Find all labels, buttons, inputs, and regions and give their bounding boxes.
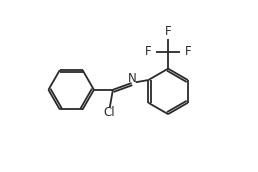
Text: N: N: [128, 72, 137, 85]
Text: Cl: Cl: [103, 106, 115, 119]
Text: F: F: [185, 45, 192, 58]
Text: F: F: [165, 25, 171, 38]
Text: F: F: [144, 45, 151, 58]
